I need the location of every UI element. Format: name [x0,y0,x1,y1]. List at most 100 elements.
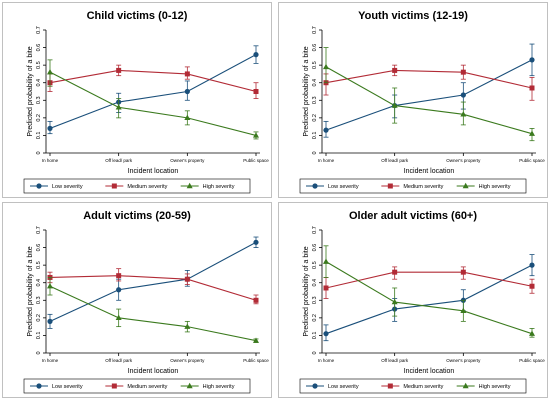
data-point [460,111,467,117]
legend-label: High severity [479,384,511,390]
data-point [47,283,53,289]
data-point [529,57,535,63]
y-tick-label: 0.3 [312,296,318,304]
x-tick-label: Off lead/ park [381,158,409,163]
y-tick-label: 0.5 [312,61,318,69]
legend-swatch-marker [186,382,193,389]
x-tick-label: Public space [519,358,545,363]
legend: Low severity Medium severity High severity [299,178,527,194]
x-tick-label: Owner's property [170,158,205,163]
data-point [323,127,329,133]
data-point [323,258,329,264]
series-high-severity [47,59,259,140]
y-tick-label: 0.3 [36,296,42,304]
legend-label: High severity [203,384,235,390]
series-high-severity [323,245,535,338]
legend-label: High severity [479,184,511,190]
data-point [323,63,329,70]
data-point [391,298,398,305]
chart-panel-2: Youth victims (12-19) 0 0.1 0.2 0.3 0.4 0.5 0.6… [278,2,548,198]
data-point [116,273,122,279]
legend-box [23,378,251,394]
series-line [325,264,533,335]
series-line [325,69,533,89]
legend-swatch-marker [387,183,393,189]
y-tick-label: 0 [36,351,42,354]
panel-border [278,202,548,398]
series-line [49,71,257,136]
data-point [253,297,259,303]
chart-panel-4: Older adult victims (60+) 0 0.1 0.2 0.3 0.4 0.… [278,202,548,398]
chart-title: Child victims (0-12) [87,10,188,22]
legend-label: Low severity [328,384,359,390]
series-medium-severity [323,266,535,299]
legend-swatch-marker [186,182,193,189]
data-point [115,314,122,321]
legend: Low severity Medium severity High severity [23,178,251,194]
legend-label: Medium severity [403,384,443,390]
y-tick-label: 0.3 [36,96,42,104]
y-tick-label: 0 [312,351,318,354]
y-tick-label: 0 [36,151,42,154]
series-line [325,261,533,335]
series-line [325,66,533,135]
data-point [115,104,122,110]
panel-border [278,2,548,198]
series-line [49,275,257,301]
series-line [325,271,533,289]
data-point [392,67,398,73]
x-tick-label: Off lead/ park [105,158,133,163]
chart-panel-1: Child victims (0-12) 0 0.1 0.2 0.3 0.4 0.5 0.6 0… [2,2,272,198]
x-tick-label: In home [318,158,335,163]
legend-label: Medium severity [127,184,167,190]
data-point [184,71,190,77]
x-tick-label: Owner's property [446,158,481,163]
y-axis-label: Predicted probability of a bite [303,46,310,136]
data-point [391,102,398,108]
y-tick-label: 0.4 [312,79,318,87]
legend-label: Low severity [52,384,83,390]
data-point [47,125,53,131]
data-point [253,337,259,343]
legend-box [299,178,527,194]
data-point [529,283,535,289]
y-tick-label: 0.2 [36,314,42,322]
x-tick-label: Off lead/ park [381,358,409,363]
x-tick-label: Public space [243,158,269,163]
data-point [529,85,535,91]
x-axis-label: Incident location [128,168,179,175]
legend-box [23,178,251,194]
x-tick-label: Owner's property [170,358,205,363]
data-point [184,88,190,95]
legend-label: Low severity [52,184,83,190]
y-tick-label: 0.2 [312,314,318,322]
data-point [116,67,122,73]
legend: Low severity Medium severity High severity [23,378,251,394]
series-line [49,69,257,93]
panel-border [2,202,272,398]
data-point [529,330,535,336]
legend-swatch-marker [387,383,393,389]
y-tick-label: 0.1 [36,332,42,340]
data-point [253,239,259,245]
y-tick-label: 0.3 [312,96,318,104]
y-tick-label: 0.7 [36,226,42,234]
x-axis-label: Incident location [128,368,179,375]
legend-swatch-marker [36,183,42,189]
legend-label: Medium severity [127,384,167,390]
legend-swatch-marker [111,183,117,189]
data-point [460,69,466,75]
chart-title: Older adult victims (60+) [349,210,477,222]
legend-swatch-marker [462,382,469,389]
y-tick-label: 0.6 [312,244,318,252]
x-tick-label: In home [42,158,59,163]
y-tick-label: 0.4 [312,279,318,287]
series-high-severity [323,47,535,142]
y-tick-label: 0.7 [312,26,318,34]
x-tick-label: Off lead/ park [105,358,133,363]
y-tick-label: 0.7 [36,26,42,34]
data-point [184,276,190,282]
legend-label: Low severity [328,184,359,190]
x-axis-label: Incident location [404,368,455,375]
